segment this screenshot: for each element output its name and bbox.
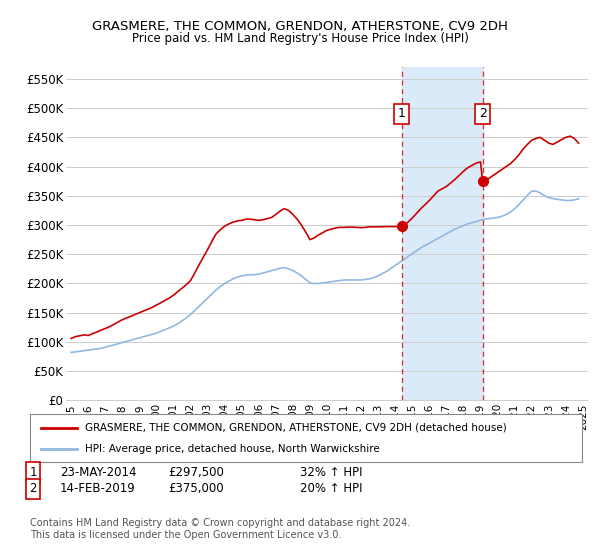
Text: Price paid vs. HM Land Registry's House Price Index (HPI): Price paid vs. HM Land Registry's House … [131,32,469,45]
Bar [402,67,482,400]
Text: 32% ↑ HPI: 32% ↑ HPI [300,465,362,479]
Text: HPI: Average price, detached house, North Warwickshire: HPI: Average price, detached house, Nort… [85,444,380,454]
Text: Contains HM Land Registry data © Crown copyright and database right 2024.
This d: Contains HM Land Registry data © Crown c… [30,518,410,540]
Text: 1: 1 [29,465,37,479]
Text: GRASMERE, THE COMMON, GRENDON, ATHERSTONE, CV9 2DH (detached house): GRASMERE, THE COMMON, GRENDON, ATHERSTON… [85,423,507,433]
Text: 23-MAY-2014: 23-MAY-2014 [60,465,137,479]
Text: £375,000: £375,000 [168,482,224,496]
Text: 1: 1 [398,108,406,120]
Text: £297,500: £297,500 [168,465,224,479]
Text: GRASMERE, THE COMMON, GRENDON, ATHERSTONE, CV9 2DH: GRASMERE, THE COMMON, GRENDON, ATHERSTON… [92,20,508,32]
Text: 20% ↑ HPI: 20% ↑ HPI [300,482,362,496]
Text: 14-FEB-2019: 14-FEB-2019 [60,482,136,496]
Text: 2: 2 [29,482,37,496]
Text: 2: 2 [479,108,487,120]
